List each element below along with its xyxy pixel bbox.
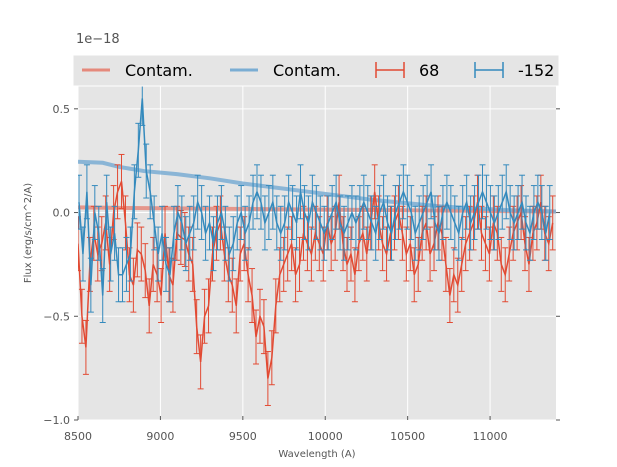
data-series — [78, 86, 556, 406]
x-tick-label: 9000 — [146, 430, 174, 443]
legend-label-blue-contam: Contam. — [273, 61, 341, 80]
legend-label-152: -152 — [518, 61, 554, 80]
errorbar-icon — [474, 62, 504, 78]
y-offset-label: 1e−18 — [76, 32, 120, 47]
legend-entry-red-contam: Contam. — [82, 61, 193, 80]
legend-entry-blue-contam: Contam. — [230, 61, 341, 80]
x-tick-labels: 8500 9000 9500 10000 10500 11000 — [64, 430, 508, 443]
y-tick-label: −0.5 — [43, 310, 70, 323]
errorbar-icon — [375, 62, 405, 78]
x-axis-label: Wavelength (A) — [278, 449, 355, 460]
y-tick-label: −1.0 — [43, 414, 70, 427]
y-tick-label: 0.0 — [53, 207, 71, 220]
axes-background — [78, 86, 556, 420]
x-tick-label: 10000 — [308, 430, 343, 443]
series-line — [78, 98, 551, 296]
y-tick-labels: −1.0 −0.5 0.0 0.5 — [43, 103, 70, 427]
x-tick-label: 10500 — [390, 430, 425, 443]
legend-label-68: 68 — [419, 61, 439, 80]
legend: Contam. Contam. 68 -152 — [72, 54, 560, 87]
y-tick-label: 0.5 — [53, 103, 71, 116]
x-tick-label: 11000 — [473, 430, 508, 443]
x-tick-label: 9500 — [229, 430, 257, 443]
series--152 — [78, 86, 553, 323]
x-tick-label: 8500 — [64, 430, 92, 443]
legend-entry-68: 68 — [375, 61, 439, 80]
legend-label-red-contam: Contam. — [125, 61, 193, 80]
legend-entry-152: -152 — [474, 61, 554, 80]
series-line — [78, 181, 554, 379]
y-axis-label: Flux (erg/s/cm^2/A) — [23, 183, 34, 283]
